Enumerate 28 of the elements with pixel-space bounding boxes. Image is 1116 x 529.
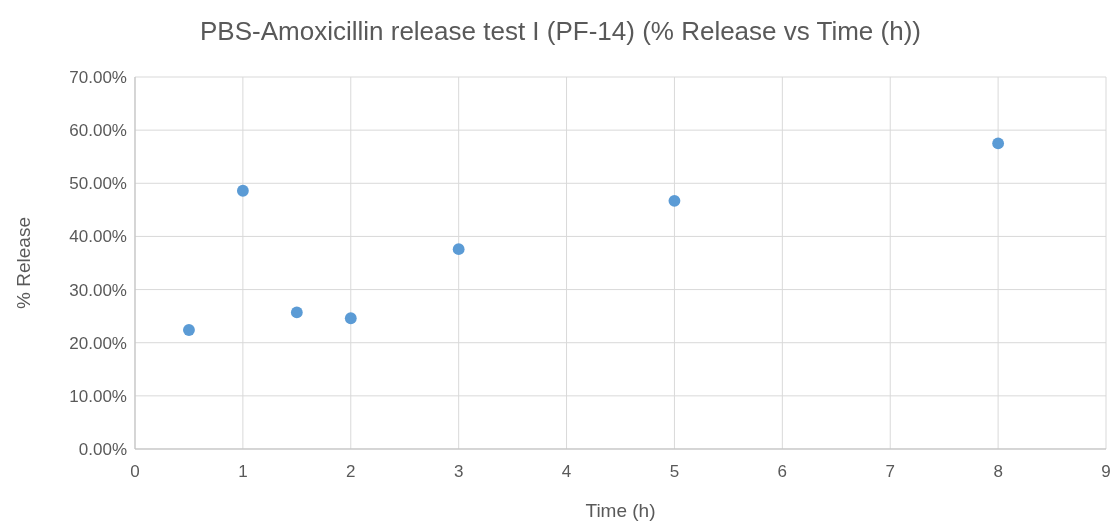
x-tick-label: 1 — [238, 462, 248, 481]
point — [992, 137, 1005, 150]
y-tick-label: 70.00% — [69, 67, 127, 87]
x-tick-label: 6 — [777, 462, 788, 481]
x-tick-label: 8 — [993, 462, 1003, 481]
x-tick-label: 2 — [346, 462, 356, 481]
y-tick-label: 10.00% — [69, 386, 127, 406]
point — [452, 243, 465, 256]
point — [344, 312, 357, 325]
x-tick-label: 9 — [1101, 462, 1111, 481]
x-tick-label: 4 — [561, 462, 572, 481]
y-tick-label: 50.00% — [69, 174, 127, 194]
y-tick-label: 0.00% — [78, 439, 127, 459]
point — [290, 306, 303, 319]
x-axis-title: Time (h) — [585, 500, 656, 521]
x-tick-label: 3 — [453, 462, 464, 481]
x-tick-label: 5 — [669, 462, 680, 481]
point — [668, 194, 681, 207]
y-tick-label: 30.00% — [69, 280, 127, 300]
point — [183, 324, 195, 336]
x-tick-label: 0 — [130, 462, 140, 481]
point — [236, 184, 249, 197]
y-tick-label: 40.00% — [69, 227, 127, 247]
y-tick-label: 60.00% — [69, 121, 127, 141]
y-tick-label: 20.00% — [69, 333, 127, 353]
x-tick-label: 7 — [885, 462, 895, 481]
chart-title: PBS-Amoxicillin release test I (PF-14) (% Release vs Time (h)) — [200, 16, 921, 46]
y-axis-title: % Release — [13, 217, 34, 309]
